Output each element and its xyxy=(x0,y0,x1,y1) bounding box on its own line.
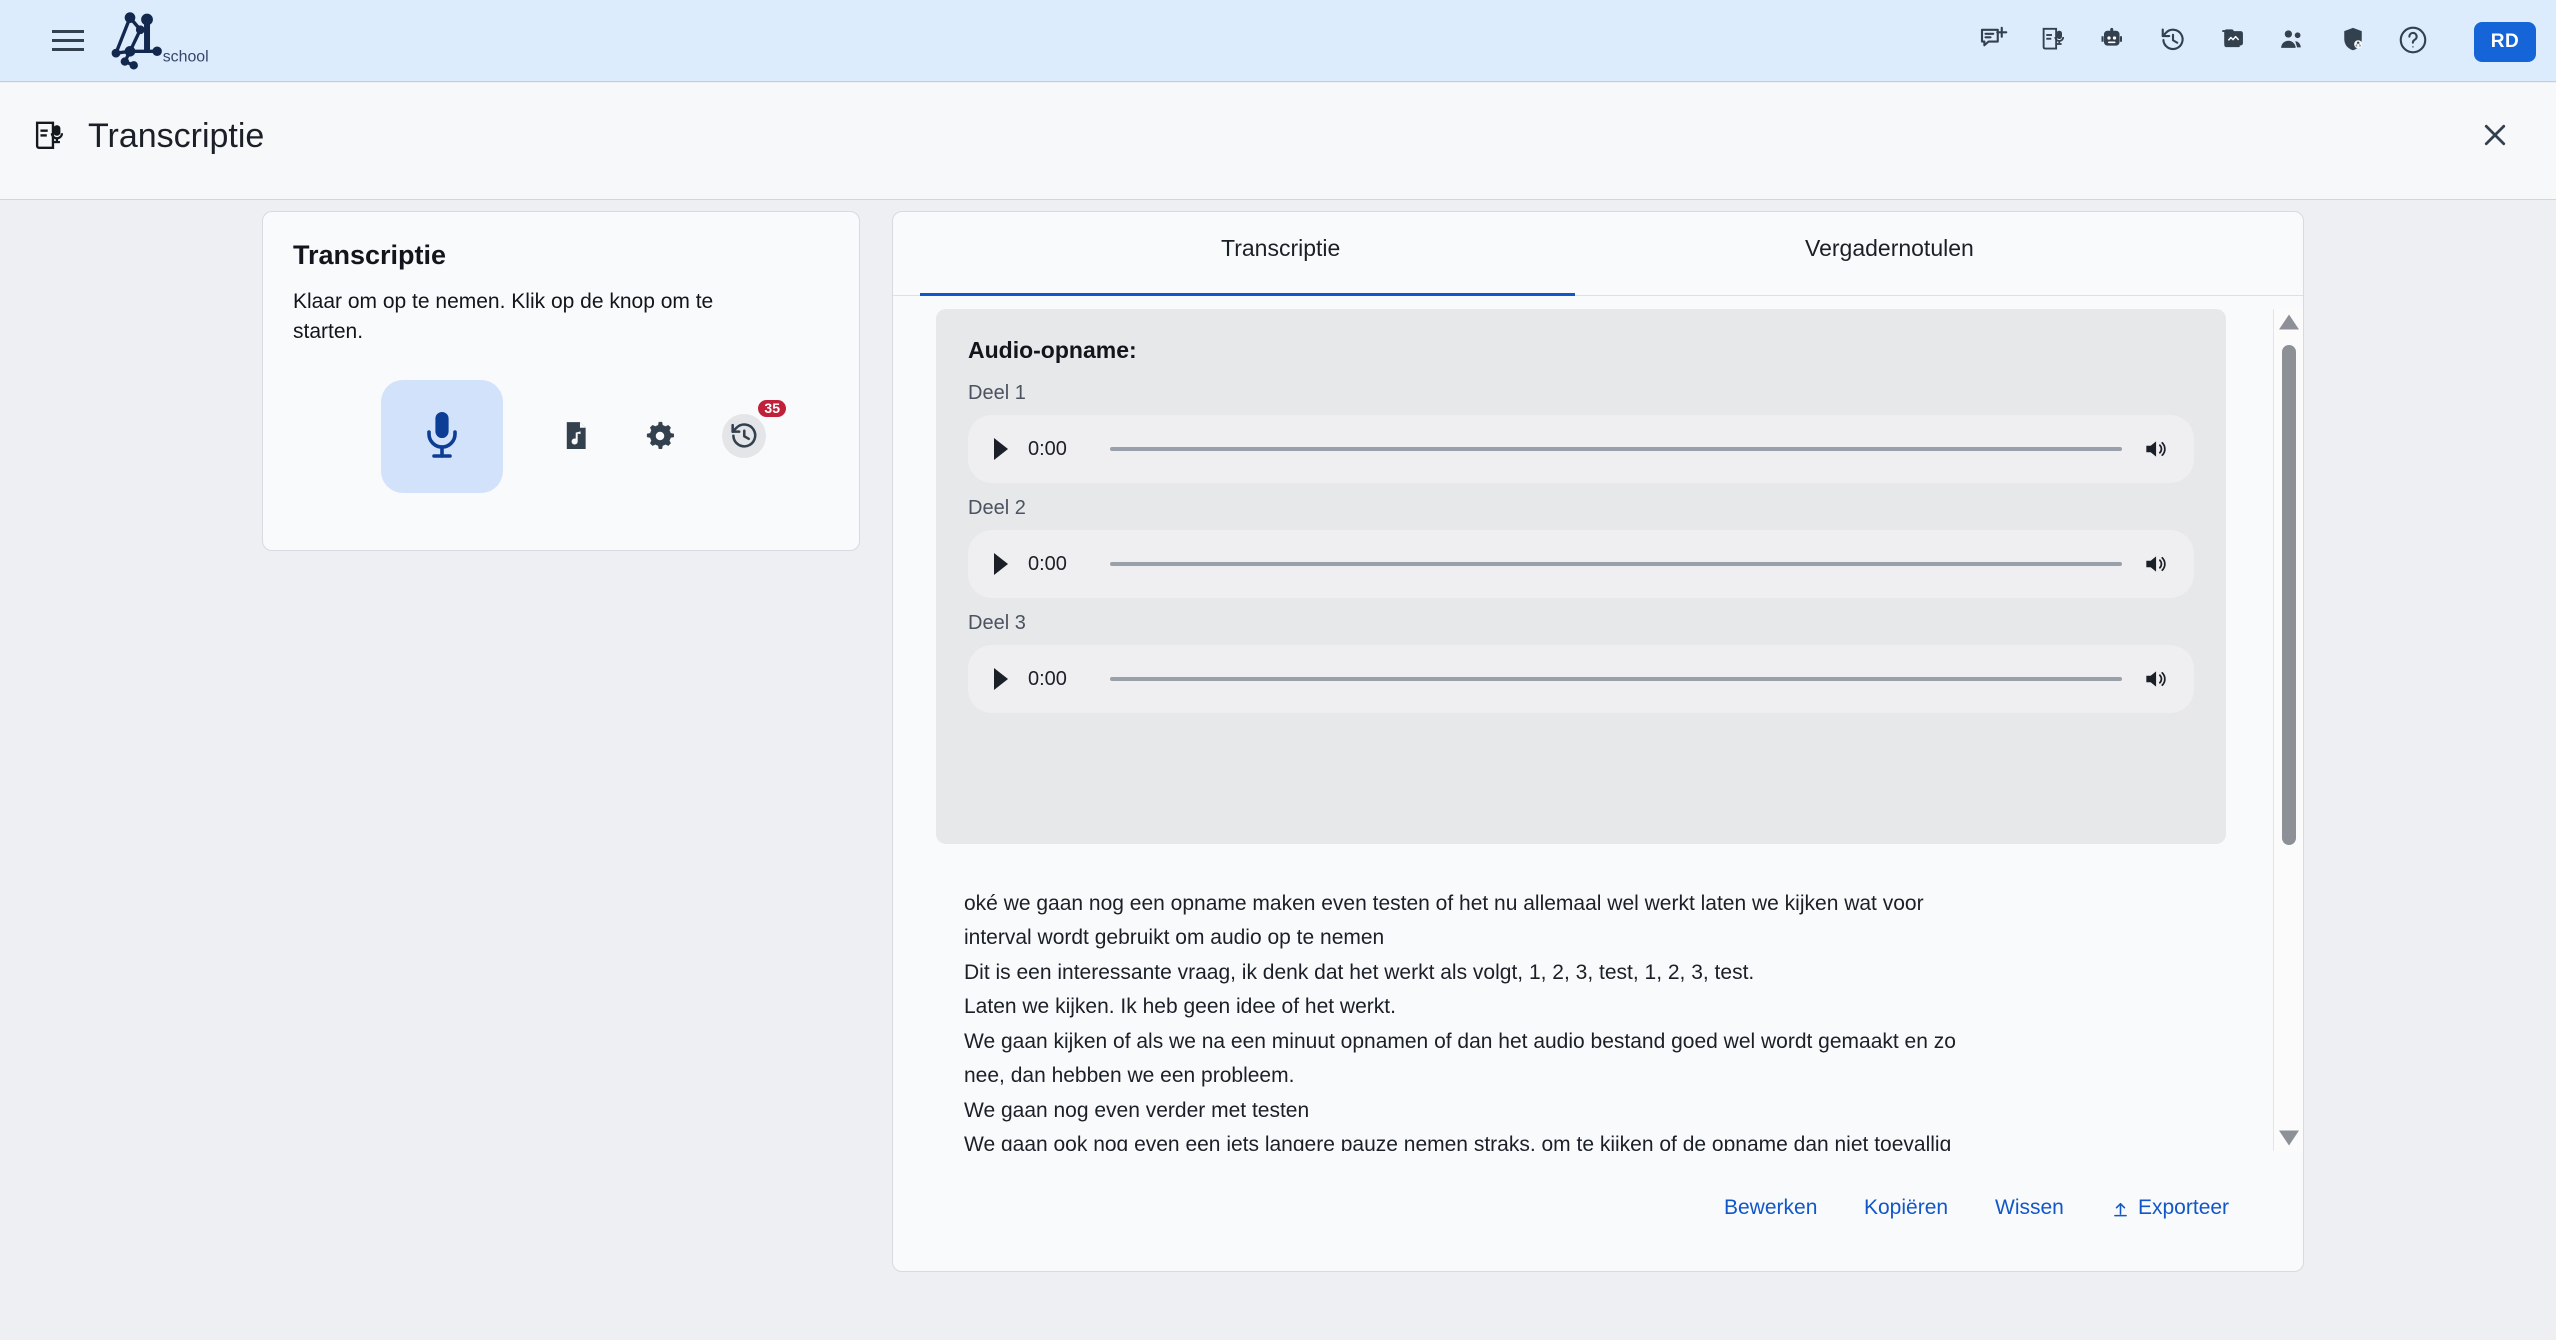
svg-text:school: school xyxy=(163,49,209,66)
